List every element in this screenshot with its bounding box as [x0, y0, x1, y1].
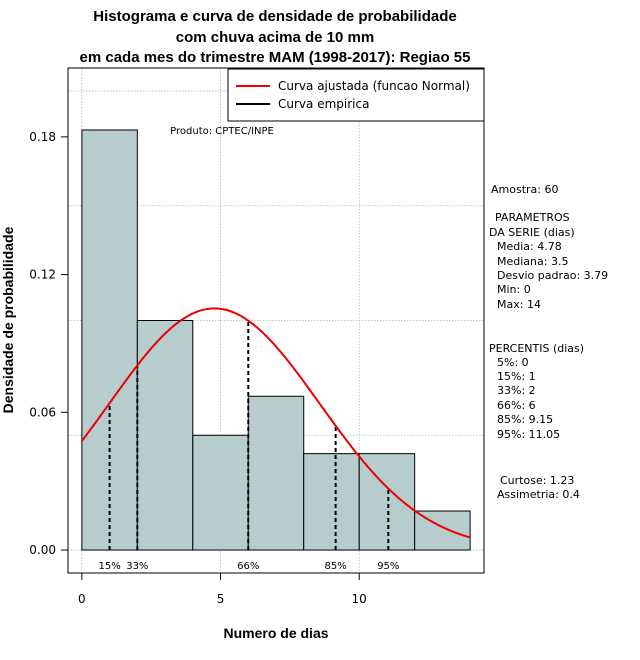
histogram-bar-4: [303, 453, 360, 551]
percentile-label-0: 15%: [98, 561, 120, 572]
stat-p5: 5%: 0: [497, 356, 529, 369]
stat-p85: 85%: 9.15: [497, 413, 553, 426]
histogram-bar-2: [192, 434, 249, 551]
stat-min: Min: 0: [497, 283, 531, 296]
percentile-label-1: 33%: [126, 561, 148, 572]
legend-box: [227, 68, 485, 122]
stat-p33: 33%: 2: [497, 384, 536, 397]
stat-percentis-title: PERCENTIS (dias): [489, 342, 584, 355]
bars-layer: [81, 129, 471, 551]
chart-title-line-3: em cada mes do trimestre MAM (1998-2017)…: [80, 49, 471, 66]
stat-curtose: Curtose: 1.23: [500, 474, 574, 487]
y-tick-label-1: 0.06: [29, 405, 56, 419]
chart-title-line-1: Histograma e curva de densidade de proba…: [93, 8, 456, 25]
fitted-normal-curve: [81, 307, 471, 539]
legend-label-fitted: Curva ajustada (funcao Normal): [278, 79, 470, 93]
chart-title-line-2: com chuva acima de 10 mm: [176, 29, 374, 46]
percentile-label-3: 85%: [325, 561, 347, 572]
y-tick-label-2: 0.12: [29, 268, 56, 282]
x-axis-title: Numero de dias: [223, 625, 328, 641]
stat-mediana: Mediana: 3.5: [497, 255, 568, 268]
percentile-label-2: 66%: [237, 561, 259, 572]
stat-param-title-2: DA SERIE (dias): [489, 226, 575, 239]
stat-p95: 95%: 11.05: [497, 428, 560, 441]
axes-layer: 0 5 10 0.00 0.06 0.12 0.18: [29, 130, 367, 606]
y-axis-title: Densidade de probabilidade: [0, 226, 16, 413]
statistics-panel: Amostra: 60 PARAMETROS DA SERIE (dias) M…: [489, 183, 608, 501]
histogram-bar-5: [358, 453, 416, 551]
histogram-bar-3: [247, 395, 305, 551]
stat-media: Media: 4.78: [497, 240, 562, 253]
legend-label-empirical: Curva empirica: [278, 97, 369, 111]
y-tick-label-3: 0.18: [29, 130, 56, 144]
stat-desvio: Desvio padrao: 3.79: [497, 269, 608, 282]
legend: Curva ajustada (funcao Normal) Curva emp…: [227, 68, 485, 122]
y-tick-label-0: 0.00: [29, 543, 56, 557]
stat-p66: 66%: 6: [497, 399, 536, 412]
percentile-label-4: 95%: [377, 561, 399, 572]
product-label: Produto: CPTEC/INPE: [170, 126, 274, 137]
stat-max: Max: 14: [497, 298, 541, 311]
x-tick-label-2: 10: [352, 592, 367, 606]
x-tick-label-0: 0: [78, 592, 86, 606]
stat-assimetria: Assimetria: 0.4: [497, 488, 580, 501]
stat-p15: 15%: 1: [497, 370, 536, 383]
stat-amostra: Amostra: 60: [491, 183, 558, 196]
stat-param-title-1: PARAMETROS: [495, 211, 570, 224]
x-tick-label-1: 5: [217, 592, 225, 606]
plot-frame: [67, 67, 485, 574]
percentile-lines-layer: 15% 33% 66% 85% 95%: [98, 320, 399, 572]
